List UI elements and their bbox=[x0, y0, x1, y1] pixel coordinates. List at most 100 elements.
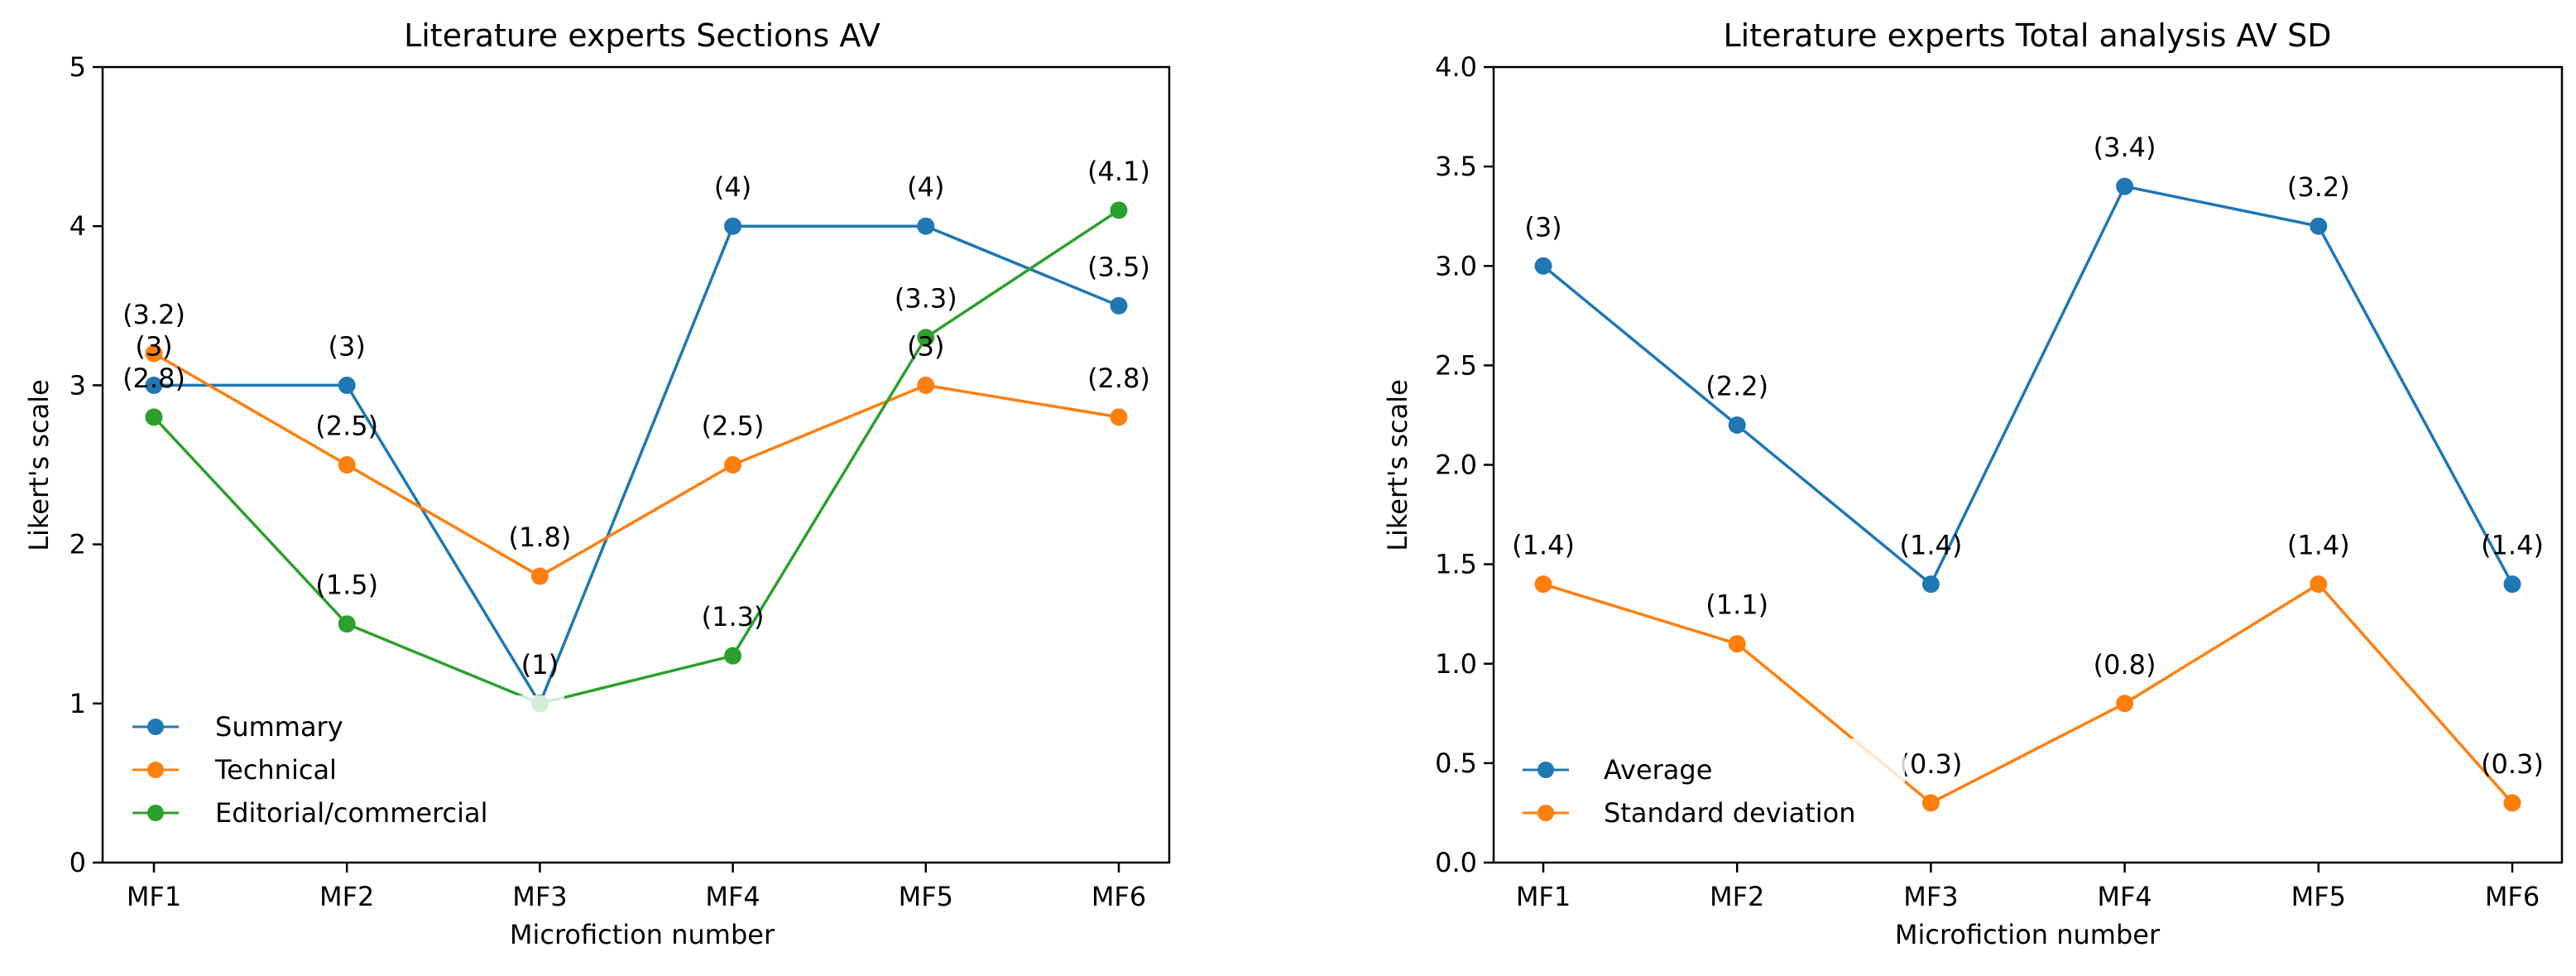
data-point bbox=[338, 456, 356, 474]
series-line-summary bbox=[154, 224, 1120, 705]
x-tick-label: MF4 bbox=[2097, 881, 2151, 912]
data-point bbox=[2310, 217, 2328, 235]
data-point bbox=[1728, 635, 1746, 653]
data-label: (1.3) bbox=[702, 601, 765, 632]
data-labels-average: (3) (2.2) (1.4) (3.4) (3.2) (1.4) bbox=[1524, 132, 2544, 561]
data-point bbox=[724, 456, 742, 474]
legend-marker-summary bbox=[147, 719, 164, 735]
legend-label-standard-deviation: Standard deviation bbox=[1604, 797, 1855, 829]
x-tick-label: MF2 bbox=[1710, 881, 1764, 912]
series-editorial-commercial bbox=[145, 201, 1128, 713]
data-point bbox=[145, 408, 163, 426]
y-tick-label: 2.0 bbox=[1435, 450, 1477, 481]
x-tick-label: MF3 bbox=[1903, 881, 1958, 912]
data-point bbox=[145, 376, 163, 394]
series-line-average bbox=[1542, 185, 2514, 586]
data-point bbox=[2503, 575, 2521, 594]
data-point bbox=[530, 567, 549, 585]
y-axis-title: Likert's scale bbox=[23, 379, 55, 551]
data-point bbox=[1921, 794, 1940, 812]
data-labels-summary: (3) (3) (1) (4) (4) (3.5) bbox=[135, 171, 1150, 680]
data-point bbox=[1534, 257, 1552, 275]
data-point bbox=[917, 376, 935, 394]
data-label: (1.4) bbox=[2287, 530, 2350, 561]
data-label: (1) bbox=[521, 649, 559, 680]
x-tick-label: MF5 bbox=[2291, 881, 2346, 912]
x-tick-label: MF6 bbox=[2485, 881, 2540, 912]
legend-box bbox=[1508, 738, 1905, 843]
series-standard-deviation bbox=[1534, 575, 2521, 812]
data-label: (1) bbox=[521, 649, 559, 680]
data-point bbox=[2116, 177, 2134, 195]
data-label: (1.1) bbox=[1705, 589, 1768, 621]
plot-frame bbox=[101, 65, 1171, 864]
data-label: (3.2) bbox=[2287, 171, 2350, 203]
legend-marker-standard-deviation bbox=[1537, 805, 1554, 821]
y-tick-label: 4 bbox=[70, 210, 86, 242]
data-label: (3) bbox=[907, 330, 944, 362]
data-point bbox=[1110, 408, 1128, 426]
data-label: (3) bbox=[329, 330, 366, 362]
y-tick-label: 0.5 bbox=[1435, 748, 1477, 779]
y-tick-label: 4.0 bbox=[1435, 51, 1477, 83]
chart-panel-sections: Literature experts Sections AV Microfict… bbox=[23, 17, 1171, 950]
x-axis-title: Microfiction number bbox=[1895, 919, 2161, 950]
data-point bbox=[338, 376, 356, 394]
x-tick-label: MF3 bbox=[512, 881, 567, 912]
legend-label-editorial: Editorial/commercial bbox=[215, 797, 488, 829]
legend: Average Standard deviation bbox=[1508, 738, 1905, 843]
data-label: (1.4) bbox=[2481, 530, 2544, 561]
data-point bbox=[1110, 296, 1128, 315]
data-label: (3.4) bbox=[2094, 132, 2156, 163]
y-axis-ticks: 0 1 2 3 4 5 bbox=[70, 51, 103, 878]
chart-title: Literature experts Total analysis AV SD bbox=[1723, 17, 2331, 54]
data-point bbox=[1534, 575, 1552, 594]
data-label: (3.3) bbox=[895, 283, 957, 315]
data-labels-technical: (3.2) (2.5) (1.8) (2.5) (3) (2.8) bbox=[122, 299, 1150, 553]
data-label: (2.5) bbox=[315, 411, 378, 442]
data-point bbox=[724, 647, 742, 665]
data-label: (2.8) bbox=[1087, 363, 1150, 394]
data-labels-standard-deviation: (1.4) (1.1) (0.3) (0.8) (1.4) (0.3) bbox=[1512, 530, 2544, 780]
x-tick-label: MF4 bbox=[705, 881, 760, 912]
legend-entry-summary: Summary bbox=[132, 711, 343, 743]
y-tick-label: 1.0 bbox=[1435, 648, 1477, 680]
data-point bbox=[2503, 794, 2521, 812]
data-label: (4) bbox=[907, 171, 944, 203]
data-label: (2.5) bbox=[702, 411, 765, 442]
data-label: (1.8) bbox=[508, 522, 571, 553]
data-label: (3) bbox=[1524, 211, 1561, 243]
data-label: (3.2) bbox=[122, 299, 185, 330]
data-label: (2.2) bbox=[1705, 370, 1768, 401]
data-point bbox=[1728, 416, 1746, 434]
x-axis-ticks: MF1 MF2 MF3 MF4 MF5 MF6 bbox=[1516, 863, 2540, 912]
x-tick-label: MF1 bbox=[127, 881, 181, 912]
x-tick-label: MF5 bbox=[899, 881, 953, 912]
x-tick-label: MF2 bbox=[319, 881, 374, 912]
data-point bbox=[2310, 575, 2328, 594]
y-axis-title: Likert's scale bbox=[1382, 379, 1413, 551]
y-tick-label: 2 bbox=[70, 529, 86, 560]
data-labels-editorial-commercial: (2.8) (1.5) (1) (1.3) (3.3) (4.1) bbox=[122, 156, 1150, 680]
legend-entry-standard-deviation: Standard deviation bbox=[1523, 797, 1855, 829]
data-point bbox=[338, 615, 356, 633]
series-layer: (3) (2.2) (1.4) (3.4) (3.2) (1.4) (1.4) (1.1) (0… bbox=[1512, 132, 2544, 812]
y-tick-label: 0.0 bbox=[1435, 847, 1477, 878]
data-label: (1.4) bbox=[1512, 530, 1575, 561]
legend-marker-technical bbox=[147, 762, 164, 778]
y-tick-label: 3.5 bbox=[1435, 151, 1477, 182]
legend-marker-average bbox=[1537, 762, 1554, 778]
data-point bbox=[1110, 201, 1128, 219]
legend-box bbox=[118, 695, 564, 843]
data-point bbox=[917, 329, 935, 347]
data-label: (3) bbox=[135, 330, 172, 362]
data-label: (0.8) bbox=[2094, 649, 2156, 680]
chart-panel-total-analysis: Literature experts Total analysis AV SD … bbox=[1382, 17, 2564, 950]
legend-label-summary: Summary bbox=[215, 711, 343, 743]
y-tick-label: 1.5 bbox=[1435, 549, 1477, 580]
data-label: (4) bbox=[714, 171, 751, 203]
legend-entry-average: Average bbox=[1523, 754, 1712, 786]
legend-label-average: Average bbox=[1604, 754, 1712, 786]
series-line-technical bbox=[153, 352, 1120, 578]
